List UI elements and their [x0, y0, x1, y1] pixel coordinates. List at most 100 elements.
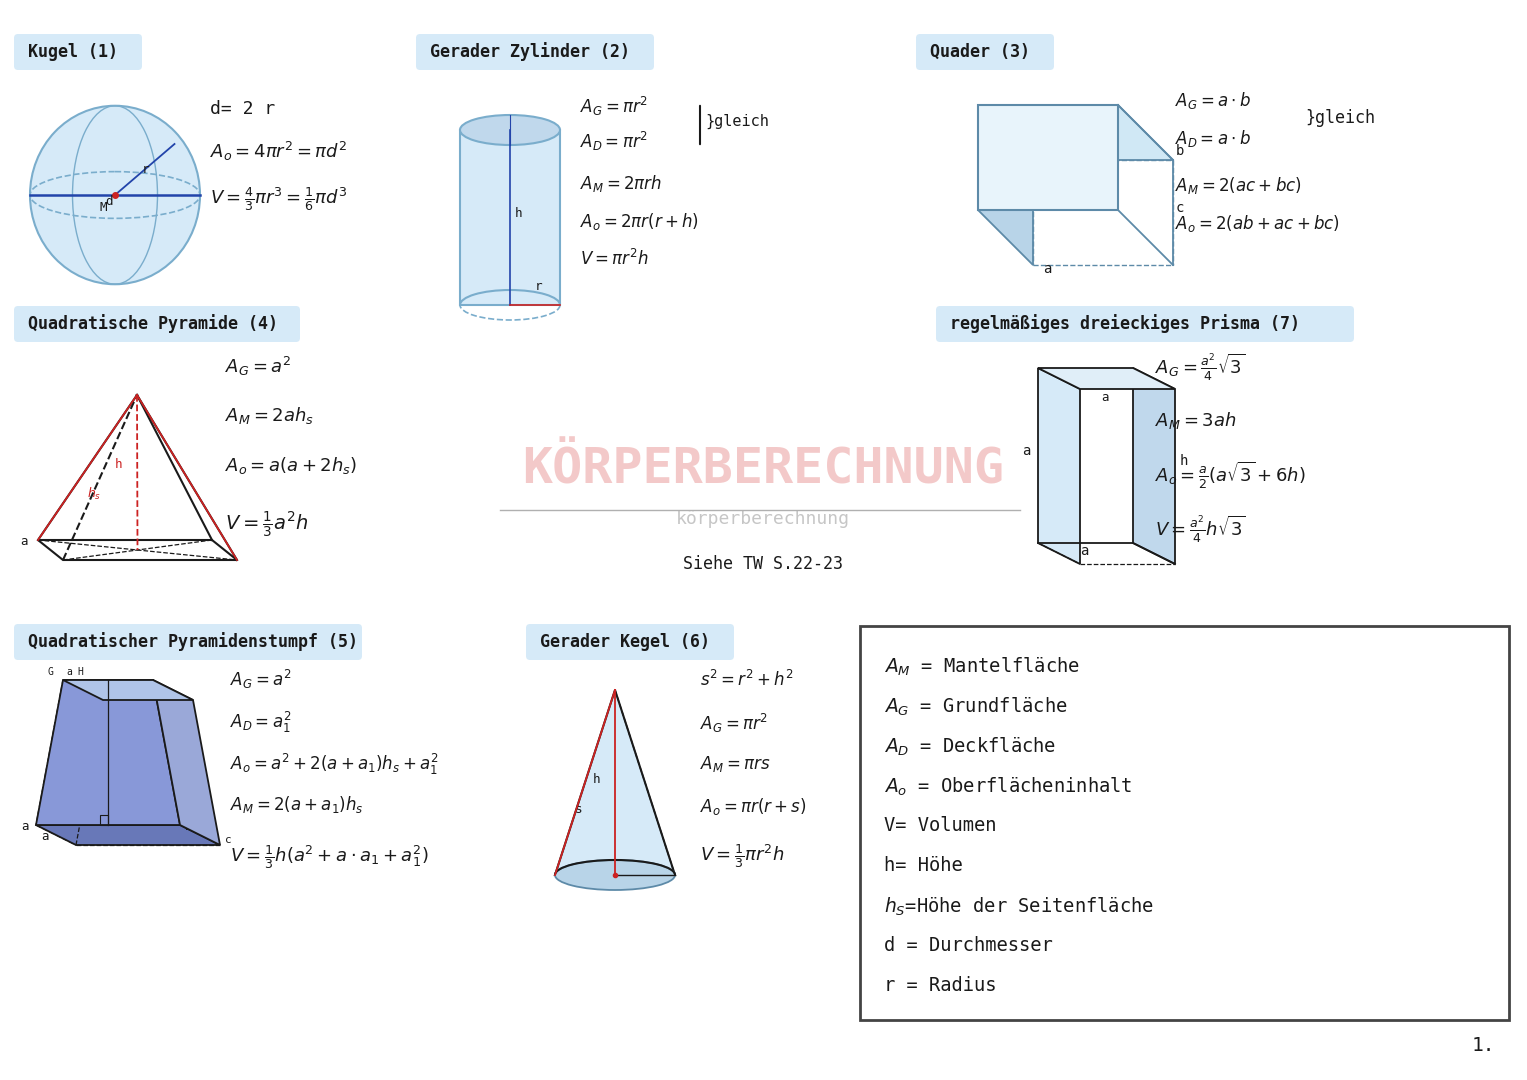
Text: h= Höhe: h= Höhe [884, 856, 962, 875]
Text: h: h [592, 773, 600, 786]
Bar [99, 815, 108, 825]
Text: Quadratischer Pyramidenstumpf (5): Quadratischer Pyramidenstumpf (5) [27, 633, 357, 651]
Polygon shape [977, 105, 1173, 160]
Text: b: b [1176, 144, 1185, 158]
Text: $A_o= 4\pi r^2 = \pi d^2$: $A_o= 4\pi r^2 = \pi d^2$ [211, 140, 347, 163]
Text: a: a [66, 667, 72, 677]
Text: $A_o = 2(ab+ac+bc)$: $A_o = 2(ab+ac+bc)$ [1174, 213, 1341, 234]
FancyBboxPatch shape [525, 624, 734, 660]
Text: $A_o = 2\pi r(r+h)$: $A_o = 2\pi r(r+h)$ [580, 211, 699, 232]
Polygon shape [977, 105, 1032, 265]
Text: d: d [1028, 154, 1037, 168]
Text: Siehe TW S.22-23: Siehe TW S.22-23 [683, 555, 843, 573]
Text: $A_o = \frac{a}{2}(a\sqrt{3}+6h)$: $A_o = \frac{a}{2}(a\sqrt{3}+6h)$ [1154, 460, 1306, 491]
Bar [460, 130, 560, 305]
Text: $A_G = \pi r^2$: $A_G = \pi r^2$ [699, 712, 768, 735]
Text: $A_G = a \cdot b$: $A_G = a \cdot b$ [1174, 90, 1251, 111]
Text: M: M [99, 201, 107, 214]
Text: $V = \frac{4}{3}\pi r^3 = \frac{1}{6}\pi d^3$: $V = \frac{4}{3}\pi r^3 = \frac{1}{6}\pi… [211, 185, 347, 213]
Text: $A_G = \pi r^2$: $A_G = \pi r^2$ [580, 95, 649, 118]
Text: $A_o = a^2+2(a+a_1)h_s+a_1^2$: $A_o = a^2+2(a+a_1)h_s+a_1^2$ [231, 752, 438, 778]
Text: $A_M = 2(a+a_1)h_s$: $A_M = 2(a+a_1)h_s$ [231, 794, 363, 815]
Text: s: s [576, 804, 582, 816]
Text: c: c [1176, 201, 1185, 215]
FancyBboxPatch shape [860, 626, 1509, 1020]
Text: }gleich: }gleich [705, 113, 770, 129]
Text: $A_G = \frac{a^2}{4}\sqrt{3}$: $A_G = \frac{a^2}{4}\sqrt{3}$ [1154, 352, 1246, 383]
FancyBboxPatch shape [14, 33, 142, 70]
Polygon shape [37, 825, 220, 845]
Text: $A_M$ = Mantelfläche: $A_M$ = Mantelfläche [884, 656, 1080, 678]
Text: }gleich: }gleich [1306, 109, 1374, 127]
FancyBboxPatch shape [14, 624, 362, 660]
Ellipse shape [460, 114, 560, 145]
Text: $A_M = \pi r s$: $A_M = \pi r s$ [699, 754, 770, 774]
Polygon shape [1038, 368, 1174, 389]
Text: $h_S$=Höhe der Seitenfläche: $h_S$=Höhe der Seitenfläche [884, 896, 1154, 918]
Polygon shape [1133, 368, 1174, 564]
Ellipse shape [31, 106, 200, 284]
Text: h: h [515, 207, 522, 220]
Text: h: h [1180, 454, 1188, 468]
Text: c: c [224, 835, 232, 845]
Text: regelmäßiges dreieckiges Prisma (7): regelmäßiges dreieckiges Prisma (7) [950, 314, 1299, 334]
Text: b: b [185, 822, 192, 832]
Text: d = Durchmesser: d = Durchmesser [884, 936, 1052, 955]
Polygon shape [554, 690, 675, 875]
Text: $s^2 = r^2+h^2$: $s^2 = r^2+h^2$ [699, 670, 794, 690]
FancyBboxPatch shape [415, 33, 654, 70]
Polygon shape [37, 680, 102, 845]
Polygon shape [63, 680, 192, 700]
Text: 1.: 1. [1472, 1036, 1495, 1055]
Text: h: h [113, 742, 121, 755]
Text: $A_M = 3ah$: $A_M = 3ah$ [1154, 410, 1237, 431]
Text: a: a [1043, 262, 1052, 276]
Text: r: r [534, 280, 542, 293]
Text: Gerader Zylinder (2): Gerader Zylinder (2) [431, 42, 631, 62]
Text: $V = \frac{1}{3}a^2 h$: $V = \frac{1}{3}a^2 h$ [224, 510, 308, 540]
Text: $V = \frac{1}{3}h(a^2+a \cdot a_1+a_1^2)$: $V = \frac{1}{3}h(a^2+a \cdot a_1+a_1^2)… [231, 843, 429, 870]
Text: H: H [76, 667, 82, 677]
Text: $A_G = a^2$: $A_G = a^2$ [224, 355, 292, 378]
Polygon shape [37, 680, 180, 825]
Text: KÖRPERBERECHNUNG: KÖRPERBERECHNUNG [522, 446, 1003, 494]
Text: $V = \frac{1}{3}\pi r^2 h$: $V = \frac{1}{3}\pi r^2 h$ [699, 842, 785, 869]
Text: a: a [41, 831, 49, 843]
Text: $A_M = 2ah_s$: $A_M = 2ah_s$ [224, 405, 315, 426]
Text: $V = \frac{a^2}{4}h\sqrt{3}$: $V = \frac{a^2}{4}h\sqrt{3}$ [1154, 514, 1246, 545]
Text: h: h [115, 458, 122, 471]
Text: r: r [644, 873, 652, 886]
Text: d= 2 r: d= 2 r [211, 100, 275, 118]
Text: $A_M = 2(ac+bc)$: $A_M = 2(ac+bc)$ [1174, 175, 1303, 195]
Text: $h_s$: $h_s$ [87, 486, 101, 502]
Text: r = Radius: r = Radius [884, 976, 997, 995]
Text: a: a [1080, 544, 1089, 558]
Polygon shape [977, 105, 1118, 210]
Text: a: a [1101, 391, 1109, 404]
FancyBboxPatch shape [14, 306, 299, 342]
Text: Kugel (1): Kugel (1) [27, 43, 118, 60]
Text: $A_D = \pi r^2$: $A_D = \pi r^2$ [580, 130, 647, 153]
Text: $A_o = a(a+2h_s)$: $A_o = a(a+2h_s)$ [224, 455, 357, 476]
Text: d: d [105, 195, 113, 208]
Ellipse shape [554, 860, 675, 890]
Text: körperberechnung: körperberechnung [676, 510, 851, 528]
Text: Quadratische Pyramide (4): Quadratische Pyramide (4) [27, 314, 278, 334]
Text: a: a [1022, 444, 1031, 458]
Text: $A_D = a_1^2$: $A_D = a_1^2$ [231, 710, 292, 735]
Text: Quader (3): Quader (3) [930, 43, 1031, 60]
Text: $A_o$ = Oberflächeninhalt: $A_o$ = Oberflächeninhalt [884, 777, 1133, 798]
Text: $A_G = a^2$: $A_G = a^2$ [231, 669, 292, 691]
Text: a: a [21, 820, 29, 833]
Text: $A_o = \pi r(r+s)$: $A_o = \pi r(r+s)$ [699, 796, 806, 816]
Text: Gerader Kegel (6): Gerader Kegel (6) [541, 633, 710, 651]
Text: $V = \pi r^2 h$: $V = \pi r^2 h$ [580, 249, 649, 269]
Text: $A_G$ = Grundfläche: $A_G$ = Grundfläche [884, 696, 1067, 718]
Text: $A_D$ = Deckfläche: $A_D$ = Deckfläche [884, 735, 1057, 758]
Text: r: r [142, 163, 150, 176]
FancyBboxPatch shape [916, 33, 1054, 70]
Text: V= Volumen: V= Volumen [884, 816, 997, 835]
Text: G: G [47, 667, 53, 677]
Text: a: a [20, 535, 27, 548]
Polygon shape [153, 680, 220, 845]
